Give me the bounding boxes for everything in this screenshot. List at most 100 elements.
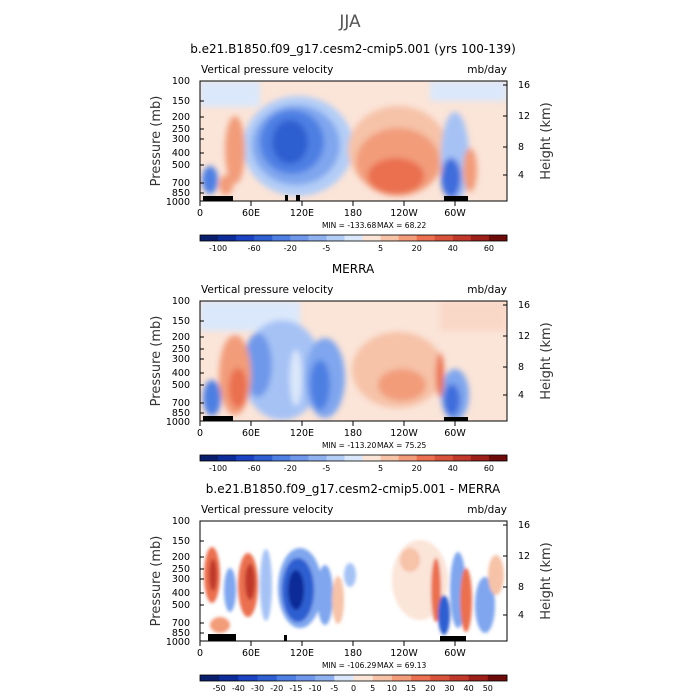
panel-merra: MERRA Vertical pressure velocity mb/day	[149, 262, 554, 473]
height-tick: 16	[518, 520, 530, 531]
colorbar-swatch	[487, 675, 508, 681]
colorbar-swatch	[470, 455, 490, 461]
colorbar-label: -20	[284, 244, 297, 253]
colorbar-label: -100	[209, 464, 227, 473]
colorbar-label: 50	[483, 684, 493, 693]
pressure-tick: 500	[172, 380, 190, 391]
pressure-tick: 100	[172, 516, 190, 527]
colorbar-swatch	[200, 675, 220, 681]
units-label: mb/day	[467, 64, 507, 76]
colorbar-swatch	[380, 455, 400, 461]
colorbar-swatch	[326, 455, 345, 461]
colorbar-swatch	[391, 675, 412, 681]
colorbar: -100 -60 -20 -5 5 20 40 60	[199, 234, 508, 253]
max-label: MAX = 75.25	[377, 441, 426, 450]
colorbar-swatch	[238, 675, 258, 681]
height-tick-labels: 16 12 8 4	[518, 80, 530, 181]
pressure-tick: 850	[172, 188, 190, 199]
lon-tick: 60W	[444, 208, 466, 219]
pressure-tick: 300	[172, 134, 190, 145]
colorbar-label: -60	[248, 464, 261, 473]
colorbar-swatch	[236, 455, 255, 461]
y-axis-label-right: Height (km)	[539, 322, 554, 399]
pressure-tick: 150	[172, 316, 190, 327]
colorbar-border	[199, 234, 508, 242]
colorbar-label: 20	[412, 244, 422, 253]
colorbar-label: 40	[464, 684, 474, 693]
lon-tick: 120W	[390, 648, 418, 659]
panel-title: MERRA	[332, 262, 375, 276]
colorbar-swatch	[452, 235, 472, 241]
colorbar-swatch	[254, 455, 273, 461]
panel-model: b.e21.B1850.f09_g17.cesm2-cmip5.001 (yrs…	[149, 42, 554, 253]
colorbar-label: -50	[213, 684, 226, 693]
colorbar-swatch	[308, 235, 327, 241]
colorbar-label: 40	[448, 464, 458, 473]
pressure-tick: 700	[172, 178, 190, 189]
colorbar-label: -60	[248, 244, 261, 253]
min-label: MIN = -133.68	[322, 221, 377, 230]
colorbar-label: 40	[448, 244, 458, 253]
lon-tick-labels: 0 60E 120E 180 120W 60W	[197, 428, 466, 439]
colorbar-label: 5	[378, 244, 383, 253]
colorbar-swatch	[272, 455, 291, 461]
colorbar-label: 30	[444, 684, 454, 693]
units-label: mb/day	[467, 504, 507, 516]
pressure-tick-labels: 100 150 200 250 300 400 500 700 850 1000	[166, 516, 190, 648]
colorbar-swatch	[434, 455, 454, 461]
colorbar-swatch	[470, 235, 490, 241]
colorbar-label: 15	[406, 684, 416, 693]
colorbar-swatch	[380, 235, 400, 241]
lon-tick-labels: 0 60E 120E 180 120W 60W	[197, 208, 466, 219]
lon-tick: 180	[344, 208, 362, 219]
pressure-tick: 700	[172, 398, 190, 409]
pressure-tick: 300	[172, 354, 190, 365]
colorbar-swatch	[434, 235, 454, 241]
pressure-tick: 500	[172, 600, 190, 611]
colorbar-swatch	[449, 675, 470, 681]
panel-difference: b.e21.B1850.f09_g17.cesm2-cmip5.001 - ME…	[149, 482, 554, 693]
y-axis-label-left: Pressure (mb)	[149, 536, 164, 627]
panel-title: b.e21.B1850.f09_g17.cesm2-cmip5.001 - ME…	[206, 482, 501, 496]
pressure-tick: 300	[172, 574, 190, 585]
colorbar-swatch	[236, 235, 255, 241]
variable-label: Vertical pressure velocity	[201, 64, 333, 76]
height-tick: 4	[518, 390, 524, 401]
panel-title: b.e21.B1850.f09_g17.cesm2-cmip5.001 (yrs…	[190, 42, 516, 56]
lon-tick: 120E	[290, 648, 314, 659]
lon-tick: 60E	[242, 428, 260, 439]
pressure-tick: 250	[172, 344, 190, 355]
pressure-tick: 200	[172, 332, 190, 343]
pressure-tick: 200	[172, 112, 190, 123]
colorbar-swatch	[315, 675, 335, 681]
colorbar-swatch	[272, 235, 291, 241]
colorbar-swatch	[372, 675, 393, 681]
lon-tick: 60E	[242, 208, 260, 219]
pressure-tick: 1000	[166, 417, 190, 428]
colorbar-swatch	[398, 455, 418, 461]
lon-tick: 180	[344, 648, 362, 659]
colorbar-label: -5	[330, 684, 338, 693]
colorbar-label: 20	[412, 464, 422, 473]
y-axis-label-left: Pressure (mb)	[149, 316, 164, 407]
height-tick: 4	[518, 610, 524, 621]
colorbar-swatch	[344, 235, 363, 241]
pressure-tick: 250	[172, 124, 190, 135]
pressure-tick: 100	[172, 76, 190, 87]
lon-tick: 120E	[290, 428, 314, 439]
colorbar-swatch	[218, 455, 237, 461]
colorbar-label: 5	[378, 464, 383, 473]
lon-tick: 120W	[390, 208, 418, 219]
lon-tick: 120W	[390, 428, 418, 439]
pressure-tick: 1000	[166, 637, 190, 648]
colorbar-label: -5	[322, 244, 330, 253]
colorbar-swatch	[353, 675, 374, 681]
colorbar-swatch	[362, 235, 381, 241]
min-label: MIN = -106.29	[322, 661, 377, 670]
lon-tick-labels: 0 60E 120E 180 120W 60W	[197, 648, 466, 659]
colorbar-label: 20	[425, 684, 435, 693]
height-tick: 4	[518, 170, 524, 181]
colorbar-label: -30	[251, 684, 264, 693]
height-tick-labels: 16 12 8 4	[518, 520, 530, 621]
colorbar-swatch	[308, 455, 327, 461]
